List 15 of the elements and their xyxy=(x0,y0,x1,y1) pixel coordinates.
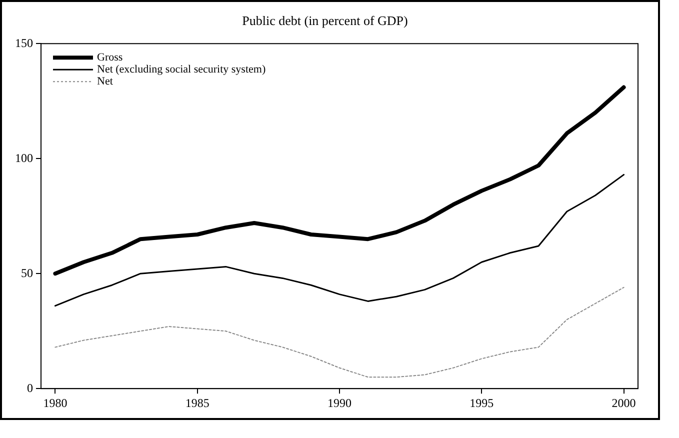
x-tick-label: 1980 xyxy=(43,396,68,410)
legend-label: Net xyxy=(97,75,113,88)
legend-label: Gross xyxy=(97,51,123,64)
x-tick-label: 1995 xyxy=(470,396,494,410)
x-tick-label: 1990 xyxy=(328,396,352,410)
x-tick-label: 2000 xyxy=(612,396,636,410)
chart-title: Public debt (in percent of GDP) xyxy=(242,13,408,28)
line-series xyxy=(54,286,624,378)
page-frame: Public debt (in percent of GDP) 1980 1985 1990 1995 2000 0 50 100 150 Gross Net (excluding social security system) Net xyxy=(0,0,660,420)
legend-label: Net (excluding social security system) xyxy=(97,63,266,76)
y-tick-label: 150 xyxy=(15,36,33,50)
y-tick-label: 0 xyxy=(27,380,33,395)
x-tick-label: 1985 xyxy=(185,396,210,410)
y-tick-label: 50 xyxy=(21,266,33,280)
y-tick-label: 100 xyxy=(15,150,33,165)
